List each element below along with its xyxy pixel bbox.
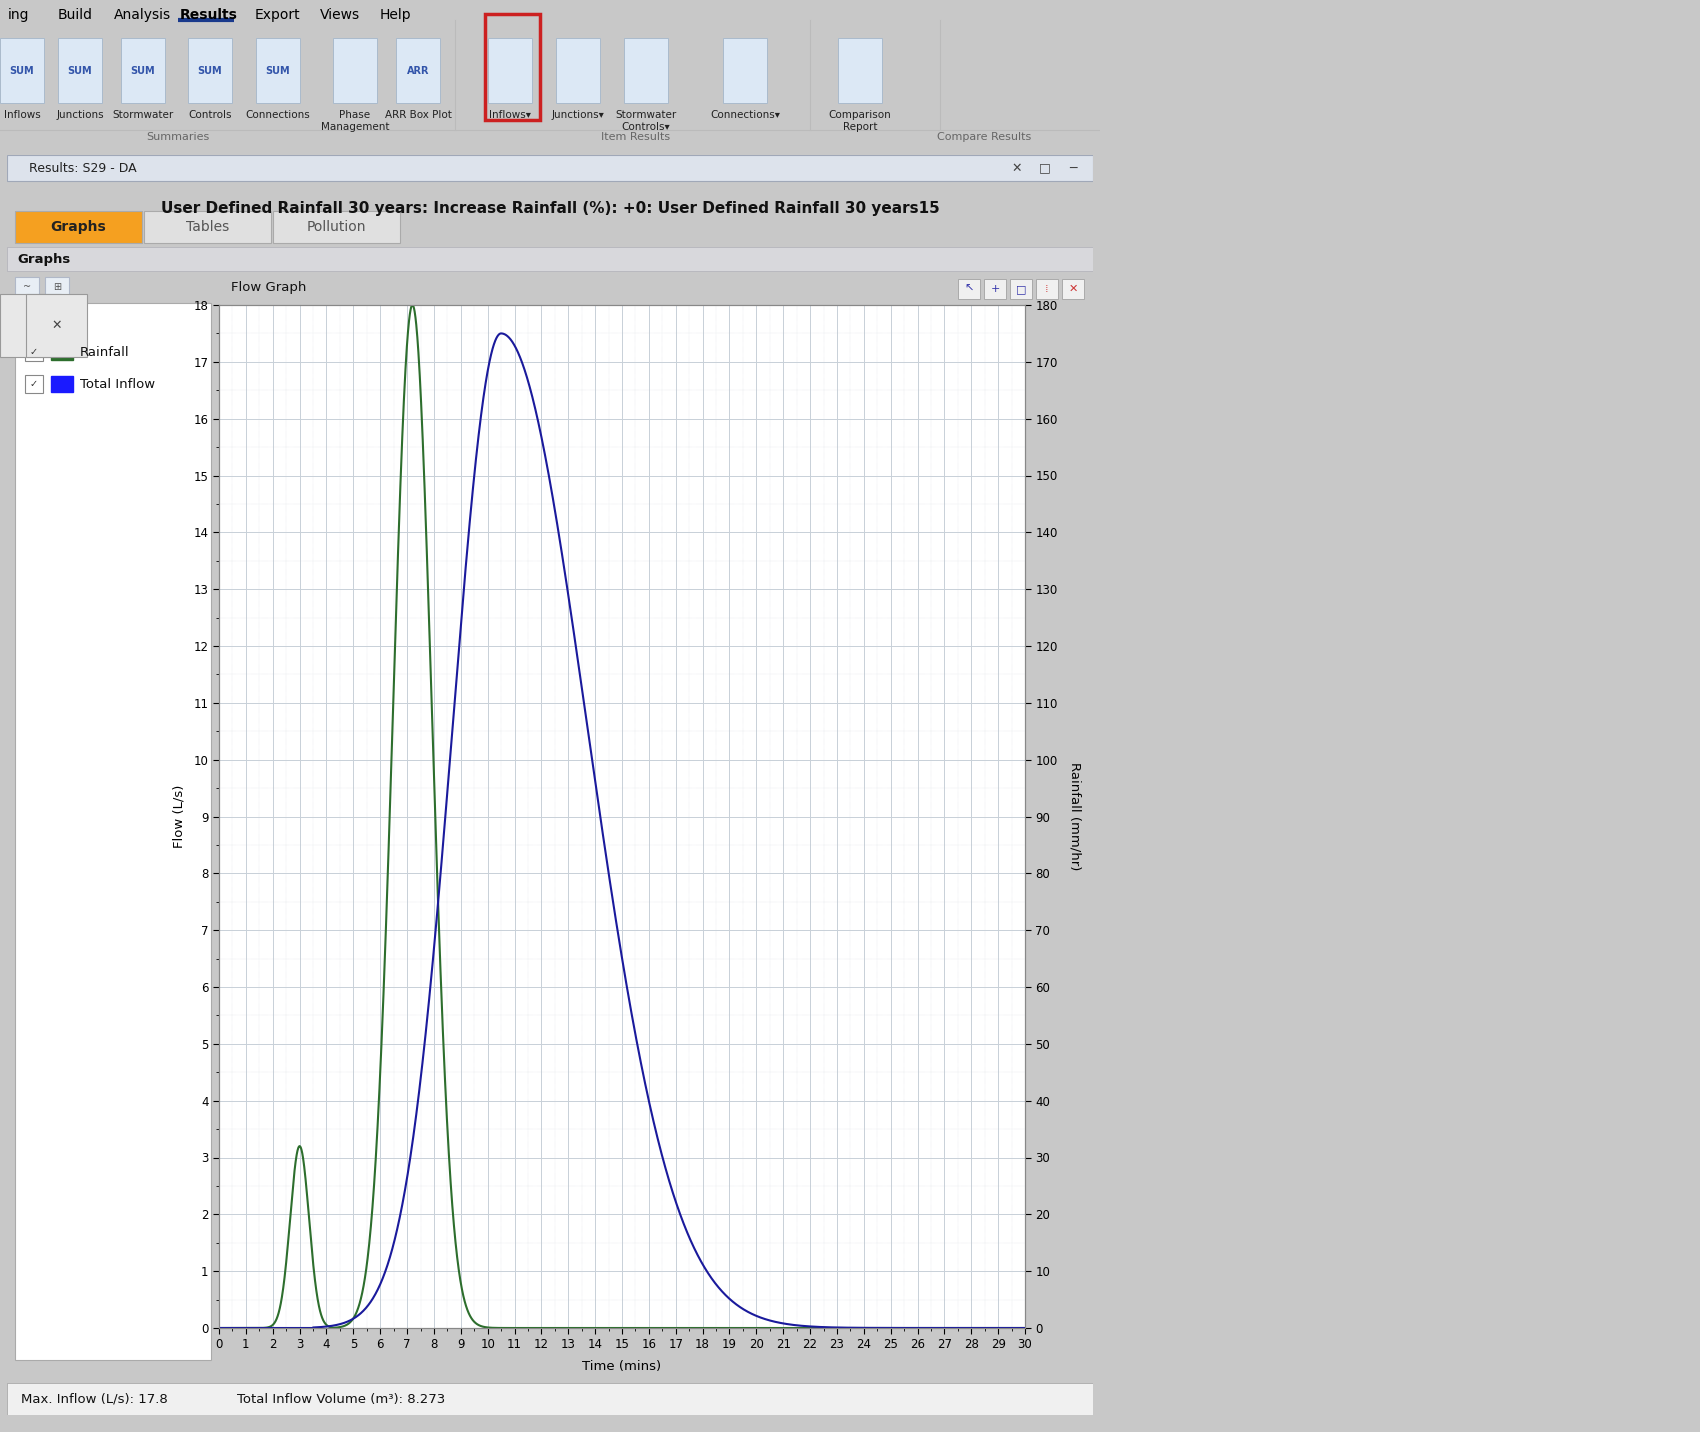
Bar [7, 155, 1093, 180]
Text: Summaries: Summaries [146, 132, 209, 142]
Text: □: □ [1015, 284, 1027, 294]
Text: ~: ~ [22, 282, 31, 292]
Bar [26, 344, 42, 361]
Bar [44, 276, 70, 296]
Text: ─: ─ [1069, 162, 1076, 175]
Bar [7, 1383, 1093, 1415]
Bar [1062, 279, 1085, 299]
Text: Export: Export [255, 9, 301, 21]
Text: Connections▾: Connections▾ [711, 110, 780, 120]
Bar [15, 211, 143, 243]
Bar [1010, 279, 1032, 299]
Text: Comparison
Report: Comparison Report [828, 110, 891, 132]
Y-axis label: Flow (L/s): Flow (L/s) [172, 785, 185, 848]
Text: SUM: SUM [197, 66, 223, 76]
Bar [488, 39, 532, 103]
Bar [1035, 279, 1057, 299]
Text: Item Results: Item Results [602, 132, 670, 142]
Text: Max. Inflow (L/s): 17.8: Max. Inflow (L/s): 17.8 [20, 1392, 168, 1405]
Text: Total Inflow: Total Inflow [80, 378, 155, 391]
Bar [121, 39, 165, 103]
Bar [7, 246, 1093, 271]
Bar [556, 39, 600, 103]
Text: Tables: Tables [185, 221, 230, 233]
Text: ⁞: ⁞ [1046, 284, 1049, 294]
Text: Analysis: Analysis [114, 9, 172, 21]
Bar [484, 14, 541, 120]
Bar [144, 211, 270, 243]
Text: SUM: SUM [131, 66, 155, 76]
Text: Controls: Controls [189, 110, 231, 120]
Text: Pollution: Pollution [306, 221, 366, 233]
Text: Rainfall: Rainfall [80, 345, 129, 358]
Bar [333, 39, 377, 103]
Bar [0, 39, 44, 103]
Text: ✕: ✕ [1068, 284, 1078, 294]
Text: Stormwater: Stormwater [112, 110, 173, 120]
Bar [396, 39, 440, 103]
Bar [189, 39, 231, 103]
Bar [58, 39, 102, 103]
Bar [624, 39, 668, 103]
Text: ✓: ✓ [26, 318, 36, 331]
Bar [7, 155, 1093, 180]
Bar [257, 39, 299, 103]
Bar [959, 279, 979, 299]
Text: Graphs: Graphs [51, 221, 107, 233]
Text: Junctions: Junctions [56, 110, 104, 120]
Text: Total Inflow Volume (m³): 8.273: Total Inflow Volume (m³): 8.273 [236, 1392, 445, 1405]
Text: ↖: ↖ [964, 284, 974, 294]
Text: Results: Results [180, 9, 238, 21]
Text: User Defined Rainfall 30 years: Increase Rainfall (%): +0: User Defined Rainfall: User Defined Rainfall 30 years: Increase… [160, 202, 940, 216]
Bar [722, 39, 767, 103]
Bar [51, 377, 73, 392]
X-axis label: Time (mins): Time (mins) [583, 1360, 661, 1373]
Bar [15, 276, 39, 296]
Text: ARR Box Plot: ARR Box Plot [384, 110, 452, 120]
Bar [274, 211, 399, 243]
Text: SUM: SUM [265, 66, 291, 76]
Text: Inflows: Inflows [3, 110, 41, 120]
Text: SUM: SUM [68, 66, 92, 76]
Text: ✓: ✓ [31, 379, 37, 390]
Y-axis label: Rainfall (mm/hr): Rainfall (mm/hr) [1069, 762, 1081, 871]
Text: Junctions▾: Junctions▾ [551, 110, 605, 120]
Bar [15, 304, 211, 1360]
Text: ✕: ✕ [51, 318, 61, 331]
Text: ✕: ✕ [1012, 162, 1022, 175]
Bar [26, 375, 42, 392]
Text: SUM: SUM [10, 66, 34, 76]
Text: Graphs: Graphs [17, 252, 70, 265]
Text: Help: Help [381, 9, 411, 21]
Text: Flow Graph: Flow Graph [231, 281, 306, 294]
Text: □: □ [1039, 162, 1051, 175]
Bar [51, 344, 73, 359]
Text: Views: Views [320, 9, 360, 21]
Text: Inflows▾: Inflows▾ [490, 110, 530, 120]
Text: ✓: ✓ [31, 347, 37, 357]
Bar [984, 279, 1006, 299]
Text: Build: Build [58, 9, 94, 21]
Text: +: + [991, 284, 1000, 294]
Text: Results: S29 - DA: Results: S29 - DA [29, 162, 136, 175]
Text: Connections: Connections [245, 110, 311, 120]
Text: Phase
Management: Phase Management [321, 110, 389, 132]
Text: ing: ing [8, 9, 29, 21]
Text: Stormwater
Controls▾: Stormwater Controls▾ [615, 110, 677, 132]
Text: ⊞: ⊞ [53, 282, 61, 292]
Bar [838, 39, 882, 103]
Text: ARR: ARR [406, 66, 428, 76]
Text: Compare Results: Compare Results [937, 132, 1032, 142]
